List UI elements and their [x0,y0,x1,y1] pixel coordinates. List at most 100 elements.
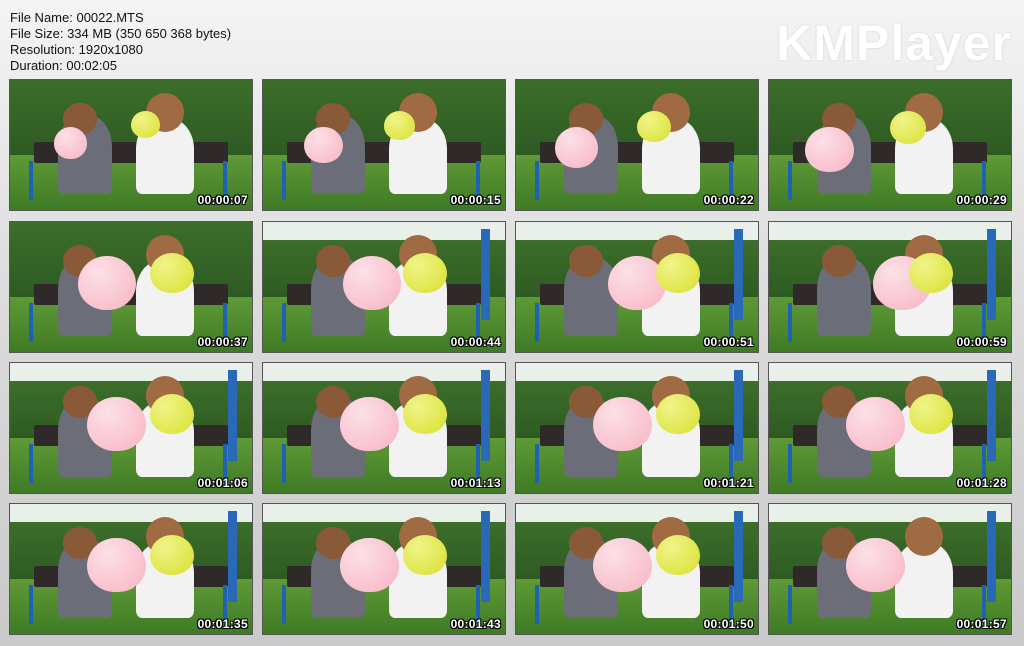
thumbnail-scene [769,80,1011,210]
bench-leg [981,443,986,483]
yellow-balloon [890,111,927,145]
pink-balloon [304,126,343,164]
file-size: File Size: 334 MB (350 650 368 bytes) [10,26,232,41]
thumbnail-scene [516,363,758,493]
file-name: File Name: 00022.MTS [10,10,144,25]
yellow-balloon [403,253,447,293]
video-thumbnail[interactable]: 00:01:50 [515,503,759,635]
video-thumbnail[interactable]: 00:00:22 [515,79,759,211]
bench-leg [728,584,733,624]
video-thumbnail[interactable]: 00:01:35 [9,503,253,635]
bench-leg [981,302,986,342]
thumbnail-scene [769,222,1011,352]
grass [769,155,1011,210]
sky [10,504,252,528]
bench-leg [475,302,480,342]
sky [769,222,1011,246]
thumbnail-scene [516,504,758,634]
blue-pole [986,228,996,320]
timestamp: 00:00:29 [956,193,1007,207]
timestamp: 00:00:07 [197,193,248,207]
hair-right [904,517,944,556]
bench-leg [788,160,793,200]
yellow-balloon [150,394,194,434]
video-thumbnail[interactable]: 00:00:51 [515,221,759,353]
bench-leg [788,584,793,624]
video-thumbnail[interactable]: 00:00:44 [262,221,506,353]
bench-leg [728,443,733,483]
timestamp: 00:01:35 [197,617,248,631]
timestamp: 00:01:13 [450,476,501,490]
video-thumbnail[interactable]: 00:01:57 [768,503,1012,635]
video-thumbnail[interactable]: 00:00:07 [9,79,253,211]
bench-leg [788,302,793,342]
video-thumbnail[interactable]: 00:01:13 [262,362,506,494]
sky [516,363,758,387]
bench-leg [981,584,986,624]
video-thumbnail[interactable]: 00:00:59 [768,221,1012,353]
thumbnail-scene [263,80,505,210]
grass [10,297,252,352]
sky [769,363,1011,387]
yellow-balloon [384,111,416,140]
bench-leg [535,302,540,342]
sky [263,222,505,246]
blue-pole [480,369,490,461]
timestamp: 00:01:43 [450,617,501,631]
yellow-balloon [909,253,953,293]
bench-leg [788,443,793,483]
thumbnail-scene [769,363,1011,493]
bench-leg [282,584,287,624]
thumbnail-scene [516,80,758,210]
yellow-balloon [150,253,194,293]
bench-leg [282,160,287,200]
sky [263,363,505,387]
bench-leg [475,443,480,483]
video-thumbnail[interactable]: 00:00:37 [9,221,253,353]
timestamp: 00:01:50 [703,617,754,631]
pink-balloon [607,255,667,311]
video-thumbnail[interactable]: 00:00:15 [262,79,506,211]
sky [516,504,758,528]
video-thumbnail[interactable]: 00:01:21 [515,362,759,494]
pink-balloon [53,126,88,159]
timestamp: 00:01:21 [703,476,754,490]
kmplayer-logo: KMPlayer [776,15,1012,71]
thumbnail-scene [10,363,252,493]
blue-pole [986,369,996,461]
pink-balloon [77,255,136,311]
bench-leg [728,160,733,200]
thumbnail-scene [10,504,252,634]
thumbnail-scene [263,504,505,634]
yellow-balloon [656,535,700,575]
thumbnail-scene [10,80,252,210]
bench-leg [29,443,34,483]
bench-leg [475,584,480,624]
video-thumbnail[interactable]: 00:01:28 [768,362,1012,494]
timestamp: 00:00:37 [197,335,248,349]
yellow-balloon [131,111,161,138]
bench-leg [981,160,986,200]
thumbnail-scene [769,504,1011,634]
pink-balloon [342,255,401,311]
yellow-balloon [909,394,953,434]
blue-pole [227,510,237,602]
bench-leg [29,302,34,342]
timestamp: 00:01:28 [956,476,1007,490]
yellow-balloon [637,111,671,143]
video-thumbnail[interactable]: 00:01:43 [262,503,506,635]
video-thumbnail[interactable]: 00:00:29 [768,79,1012,211]
thumbnail-scene [263,363,505,493]
video-thumbnail[interactable]: 00:01:06 [9,362,253,494]
sky [10,363,252,387]
yellow-balloon [656,253,700,293]
sky [769,504,1011,528]
timestamp: 00:00:59 [956,335,1007,349]
timestamp: 00:01:57 [956,617,1007,631]
blue-pole [227,369,237,461]
bench-leg [535,160,540,200]
bench-leg [282,302,287,342]
thumbnail-scene [263,222,505,352]
hair-left [569,245,604,277]
yellow-balloon [656,394,700,434]
